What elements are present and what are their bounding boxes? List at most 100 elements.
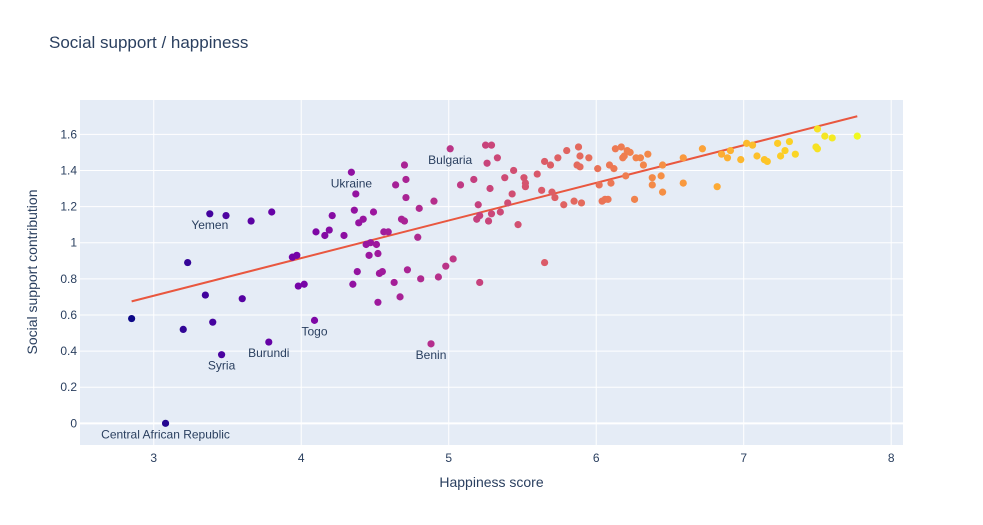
data-point[interactable] — [604, 195, 612, 203]
data-point[interactable] — [563, 146, 571, 155]
data-point[interactable] — [630, 195, 639, 203]
data-point[interactable] — [217, 351, 226, 359]
data-point[interactable] — [723, 154, 732, 162]
data-point[interactable] — [470, 175, 478, 184]
data-point[interactable] — [753, 152, 761, 160]
data-point[interactable] — [201, 291, 209, 299]
data-point[interactable] — [521, 179, 530, 187]
data-point[interactable] — [293, 251, 301, 259]
data-point[interactable] — [743, 139, 751, 147]
data-point[interactable] — [434, 273, 443, 281]
data-point[interactable] — [546, 161, 555, 169]
data-point[interactable] — [648, 174, 656, 182]
data-point[interactable] — [474, 201, 482, 209]
data-point[interactable] — [238, 295, 246, 303]
data-point[interactable] — [476, 278, 484, 287]
data-point[interactable] — [698, 145, 707, 153]
data-point[interactable] — [791, 150, 799, 158]
data-point[interactable] — [540, 258, 549, 267]
data-point[interactable] — [763, 157, 771, 166]
data-point[interactable] — [648, 181, 656, 189]
data-point[interactable] — [821, 132, 829, 140]
data-point[interactable] — [483, 159, 491, 167]
data-point[interactable] — [496, 208, 504, 216]
data-point[interactable] — [551, 193, 559, 202]
data-point[interactable] — [265, 338, 273, 346]
data-point[interactable] — [427, 340, 435, 348]
data-point[interactable] — [520, 174, 528, 182]
data-point[interactable] — [813, 145, 822, 153]
data-point[interactable] — [482, 141, 490, 149]
data-point[interactable] — [128, 314, 136, 323]
data-point[interactable] — [347, 168, 355, 176]
data-point[interactable] — [402, 175, 410, 184]
data-point[interactable] — [540, 157, 549, 166]
data-point[interactable] — [384, 228, 392, 236]
data-point[interactable] — [570, 197, 578, 205]
data-point[interactable] — [352, 190, 360, 198]
data-point[interactable] — [456, 181, 465, 189]
data-point[interactable] — [400, 161, 409, 169]
data-point[interactable] — [486, 184, 494, 193]
data-point[interactable] — [504, 199, 512, 207]
data-point[interactable] — [639, 161, 648, 169]
data-point[interactable] — [574, 143, 583, 151]
data-point[interactable] — [622, 172, 630, 180]
data-point[interactable] — [679, 179, 687, 187]
data-point[interactable] — [679, 154, 687, 162]
data-point[interactable] — [487, 141, 496, 149]
data-point[interactable] — [402, 193, 410, 202]
data-point[interactable] — [576, 163, 584, 171]
data-point[interactable] — [374, 249, 382, 258]
data-point[interactable] — [403, 266, 412, 274]
data-point[interactable] — [658, 161, 667, 169]
data-point[interactable] — [493, 154, 501, 162]
data-point[interactable] — [607, 179, 615, 187]
data-point[interactable] — [737, 156, 745, 164]
data-point[interactable] — [294, 282, 302, 290]
data-point[interactable] — [392, 181, 400, 189]
data-point[interactable] — [538, 186, 546, 194]
data-point[interactable] — [510, 166, 518, 175]
data-point[interactable] — [372, 240, 381, 249]
data-point[interactable] — [396, 293, 404, 301]
data-point[interactable] — [828, 134, 836, 142]
data-point[interactable] — [247, 217, 255, 225]
data-point[interactable] — [576, 152, 584, 160]
data-point[interactable] — [268, 208, 276, 216]
data-point[interactable] — [501, 174, 509, 182]
data-point[interactable] — [417, 275, 425, 283]
data-point[interactable] — [184, 258, 192, 267]
data-point[interactable] — [487, 210, 496, 218]
data-point[interactable] — [378, 267, 386, 276]
data-point[interactable] — [774, 139, 782, 147]
data-point[interactable] — [713, 183, 721, 191]
data-point[interactable] — [325, 226, 333, 234]
data-point[interactable] — [365, 251, 373, 259]
data-point[interactable] — [359, 215, 367, 223]
data-point[interactable] — [626, 148, 634, 156]
data-point[interactable] — [560, 201, 568, 209]
data-point[interactable] — [415, 204, 423, 212]
data-point[interactable] — [636, 154, 645, 162]
data-point[interactable] — [657, 172, 665, 180]
data-point[interactable] — [585, 154, 593, 162]
data-point[interactable] — [430, 197, 438, 205]
data-point[interactable] — [328, 212, 336, 220]
data-point[interactable] — [353, 267, 361, 276]
data-point[interactable] — [349, 280, 357, 288]
data-point[interactable] — [658, 188, 667, 196]
data-point[interactable] — [595, 181, 603, 189]
data-point[interactable] — [514, 221, 522, 229]
data-point[interactable] — [611, 145, 619, 153]
data-point[interactable] — [484, 217, 493, 225]
data-point[interactable] — [209, 318, 217, 326]
data-point[interactable] — [366, 239, 375, 247]
data-point[interactable] — [206, 210, 214, 218]
data-point[interactable] — [400, 217, 409, 225]
data-point[interactable] — [369, 208, 378, 216]
data-point[interactable] — [374, 298, 382, 306]
data-point[interactable] — [179, 325, 187, 333]
data-point[interactable] — [554, 154, 562, 162]
data-point[interactable] — [310, 316, 319, 324]
